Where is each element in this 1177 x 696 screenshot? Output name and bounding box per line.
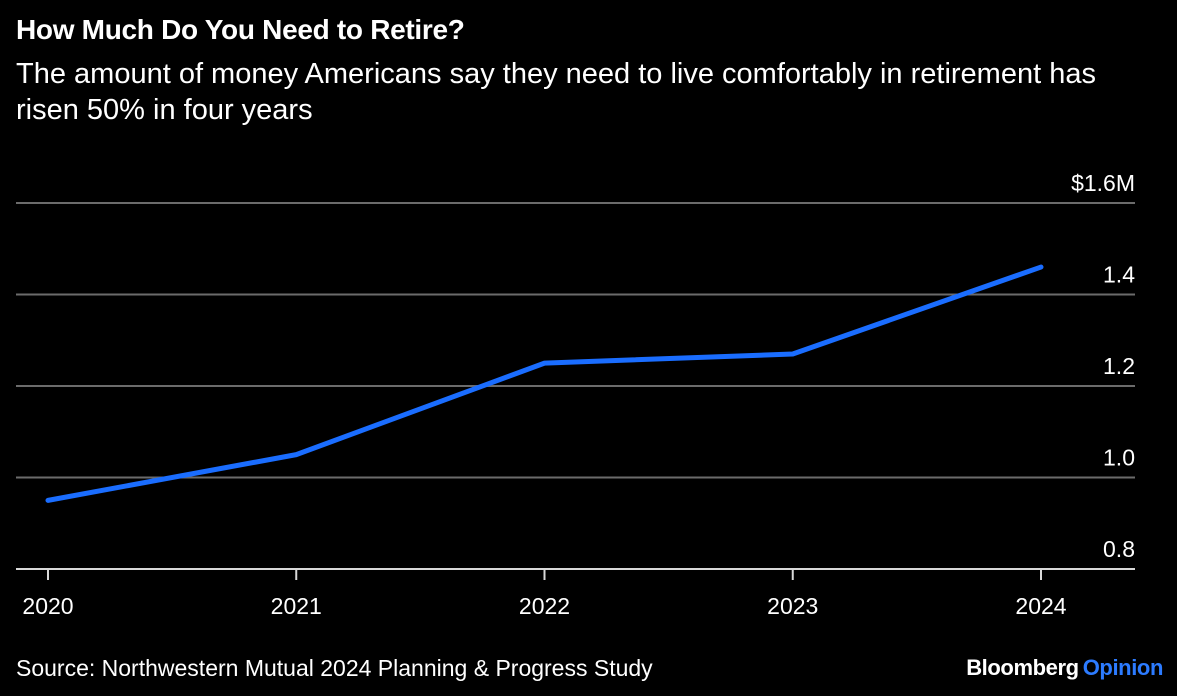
gridlines <box>16 202 1135 479</box>
y-tick-label: 0.8 <box>1103 536 1135 562</box>
source-note: Source: Northwestern Mutual 2024 Plannin… <box>16 655 653 681</box>
x-tick-label: 2021 <box>271 593 322 619</box>
chart-subtitle: The amount of money Americans say they n… <box>16 58 1096 126</box>
x-tick-label: 2023 <box>767 593 818 619</box>
chart-title: How Much Do You Need to Retire? <box>16 14 465 45</box>
y-axis-tick-labels: 0.8 1.0 1.2 1.4 $1.6M <box>1071 170 1135 562</box>
y-tick-label: 1.2 <box>1103 353 1135 379</box>
x-axis-tick-labels: 2020 2021 2022 2023 2024 <box>22 593 1066 619</box>
series-line <box>45 264 1044 503</box>
x-tick-label: 2020 <box>22 593 73 619</box>
y-tick-label: 1.4 <box>1103 262 1135 288</box>
brand-name: Bloomberg <box>966 655 1079 680</box>
brand-accent: Opinion <box>1082 655 1164 680</box>
y-tick-label: $1.6M <box>1071 170 1135 196</box>
x-tick-label: 2024 <box>1015 593 1066 619</box>
series-layer <box>45 264 1044 503</box>
bloomberg-opinion-logo: Bloomberg Opinion <box>966 653 1163 683</box>
x-tick-label: 2022 <box>519 593 570 619</box>
y-tick-label: 1.0 <box>1103 445 1135 471</box>
x-axis <box>16 568 1135 580</box>
